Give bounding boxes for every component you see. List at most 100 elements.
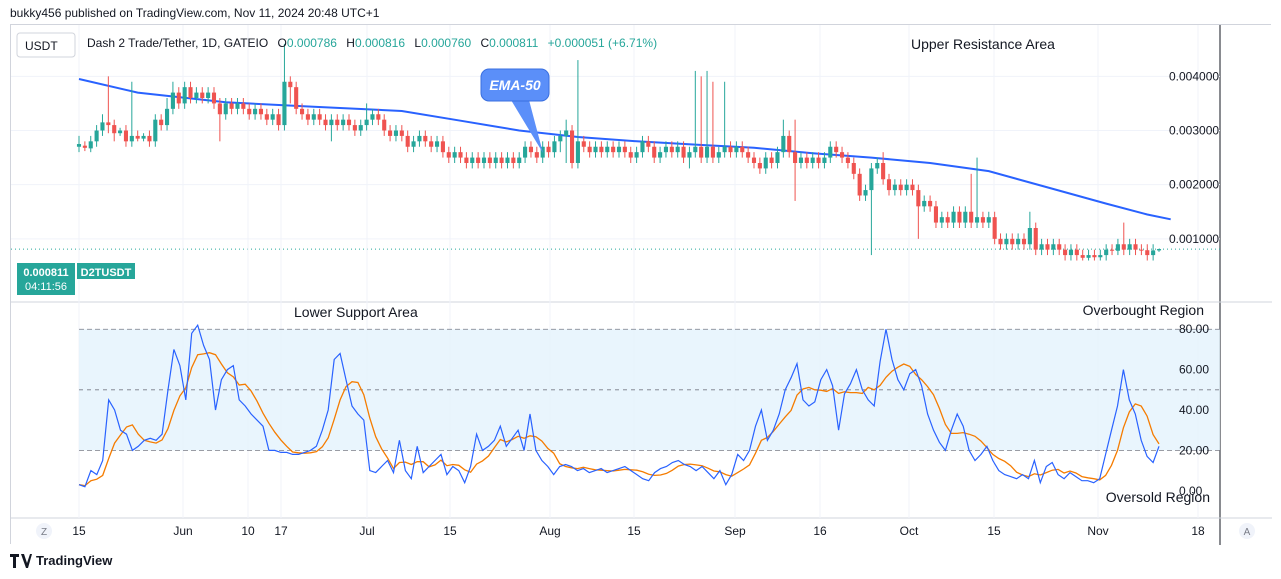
candle-body [229, 103, 234, 109]
candle-body [945, 217, 950, 223]
candle [845, 152, 850, 169]
candle-body [499, 157, 504, 163]
candle [1098, 249, 1103, 261]
candle-body [704, 146, 710, 158]
candle [722, 81, 727, 158]
candle [405, 130, 410, 153]
candle-body [892, 184, 897, 191]
candle [593, 141, 598, 158]
candle [94, 125, 99, 147]
candle [194, 87, 199, 104]
candle [440, 135, 445, 158]
candle [534, 146, 539, 163]
candle-body [76, 144, 82, 147]
symbol-tag: D2TUSDT [81, 267, 132, 279]
candle [581, 135, 586, 153]
candle [558, 130, 563, 153]
candle-body [828, 146, 833, 158]
time-tick-label: Nov [1087, 524, 1108, 538]
candle [129, 81, 134, 147]
candle-body [933, 206, 939, 223]
candle [681, 141, 686, 163]
rsi-tick-label: 20.00 [1179, 443, 1209, 457]
candle-body [699, 146, 704, 158]
candle-body [1010, 238, 1015, 245]
candle-body [622, 146, 627, 153]
candle-body [1063, 249, 1068, 256]
candle [1133, 238, 1138, 256]
candle-body [687, 152, 692, 158]
candle [1004, 233, 1009, 250]
currency-selector[interactable]: USDT [16, 32, 76, 58]
tradingview-logo[interactable]: TradingView [10, 553, 112, 568]
svg-text:A: A [1244, 527, 1251, 538]
candle [1092, 249, 1097, 261]
candle [622, 141, 627, 158]
candle [1086, 249, 1091, 261]
candle-body [517, 157, 522, 163]
time-tick-label: Jul [359, 524, 374, 538]
candle [211, 87, 217, 109]
price-tick-label: 0.002000 [1169, 178, 1219, 192]
rsi-tick-label: 60.00 [1179, 363, 1209, 377]
candle-body [1068, 249, 1074, 256]
candle-body [118, 130, 123, 134]
candle-body [675, 146, 680, 153]
overbought-label: Overbought Region [1083, 302, 1204, 318]
candle [223, 98, 228, 120]
candle-body [581, 141, 586, 147]
candle-body [364, 119, 369, 126]
ohlc-legend: Dash 2 Trade/Tether, 1D, GATEIO O0.00078… [87, 36, 657, 50]
candle [658, 146, 663, 163]
candle-body [217, 103, 222, 115]
candle [869, 163, 874, 256]
candle-body [957, 211, 962, 223]
candle-body [1004, 238, 1009, 245]
candle-body [552, 141, 557, 153]
candle [329, 114, 334, 142]
candle-body [1033, 228, 1038, 250]
candle-body [511, 157, 516, 163]
candle [834, 141, 839, 158]
candle [1145, 244, 1150, 261]
candle [188, 81, 193, 104]
candle-body [393, 130, 399, 136]
candle-body [769, 157, 774, 163]
tradingview-logo-icon [10, 553, 32, 568]
candle [176, 87, 181, 109]
candle-body [282, 81, 287, 126]
candle [323, 114, 328, 131]
candle [376, 108, 381, 126]
candle-body [458, 152, 463, 158]
change-value: +0.000051 (+6.71%) [548, 36, 657, 50]
candle [716, 146, 721, 163]
candle [1027, 211, 1032, 250]
candle [546, 141, 551, 158]
candle-body [423, 135, 428, 142]
candle [640, 135, 645, 158]
candle [118, 127, 123, 136]
time-tick-label: Jun [173, 524, 192, 538]
candle [1080, 249, 1085, 261]
auto-scale-button[interactable]: A [1239, 523, 1255, 539]
candle [388, 125, 393, 142]
candle [1057, 238, 1062, 256]
candle-body [681, 146, 686, 158]
candle-body [335, 119, 340, 126]
candle [382, 114, 387, 136]
candle [147, 130, 152, 147]
candle [857, 168, 862, 201]
candle-body [317, 114, 322, 120]
candle [1121, 222, 1126, 256]
chart-canvas[interactable]: 0.001000 0.002000 0.003000 0.004000 15 Jun 10 1… [11, 25, 1272, 545]
candle-body [188, 87, 193, 98]
candle-body [722, 146, 727, 153]
candle-body [1127, 244, 1132, 250]
log-scale-button[interactable]: Z [36, 523, 52, 539]
price-tick-label: 0.001000 [1169, 232, 1219, 246]
ema-callout: EMA-50 [480, 68, 550, 153]
candle [423, 130, 428, 147]
candle-body [569, 130, 575, 163]
candle [875, 157, 880, 174]
candle-body [417, 135, 422, 142]
